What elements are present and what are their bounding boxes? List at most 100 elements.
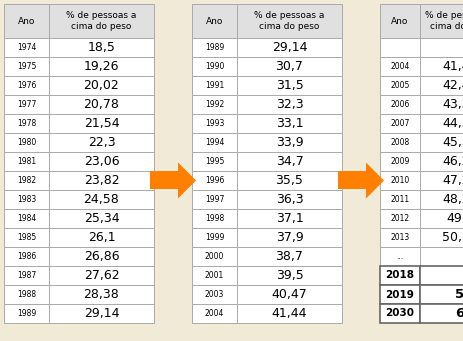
Text: 31,5: 31,5: [275, 79, 303, 92]
Text: 42,41: 42,41: [441, 79, 463, 92]
Bar: [192, 228, 237, 247]
Text: 1994: 1994: [204, 138, 224, 147]
Text: 2012: 2012: [389, 214, 409, 223]
Bar: [237, 247, 341, 266]
Text: 1989: 1989: [17, 309, 36, 318]
Text: 22,3: 22,3: [88, 136, 115, 149]
Text: % de pessoas a
cima do peso: % de pessoas a cima do peso: [254, 11, 324, 31]
Bar: [192, 285, 237, 304]
Bar: [337, 172, 365, 190]
Text: 27,62: 27,62: [83, 269, 119, 282]
Bar: [49, 57, 154, 76]
Bar: [419, 209, 463, 228]
Text: 2011: 2011: [389, 195, 409, 204]
Text: 2000: 2000: [204, 252, 224, 261]
Bar: [49, 152, 154, 171]
Bar: [237, 114, 341, 133]
Text: 36,3: 36,3: [275, 193, 303, 206]
Bar: [419, 228, 463, 247]
Text: 32,3: 32,3: [275, 98, 303, 111]
Bar: [237, 285, 341, 304]
Text: 1986: 1986: [17, 252, 36, 261]
Bar: [4, 209, 49, 228]
Text: 1988: 1988: [17, 290, 36, 299]
Text: 2007: 2007: [389, 119, 409, 128]
Bar: [379, 209, 419, 228]
Bar: [4, 228, 49, 247]
Text: 20,02: 20,02: [83, 79, 119, 92]
Text: 59,87: 59,87: [454, 288, 463, 301]
Text: 2005: 2005: [389, 81, 409, 90]
Bar: [237, 133, 341, 152]
Text: 67,38: 67,38: [454, 307, 463, 320]
Text: 2004: 2004: [204, 309, 224, 318]
Bar: [237, 57, 341, 76]
Text: 23,06: 23,06: [83, 155, 119, 168]
Bar: [4, 304, 49, 323]
Text: 21,54: 21,54: [83, 117, 119, 130]
Bar: [379, 95, 419, 114]
Bar: [150, 172, 178, 190]
Bar: [419, 57, 463, 76]
Text: 1996: 1996: [204, 176, 224, 185]
Text: 1984: 1984: [17, 214, 36, 223]
Bar: [379, 190, 419, 209]
Bar: [379, 4, 419, 38]
Bar: [379, 76, 419, 95]
Bar: [49, 304, 154, 323]
Bar: [419, 304, 463, 323]
Bar: [49, 209, 154, 228]
Bar: [4, 266, 49, 285]
Bar: [4, 114, 49, 133]
Text: 35,5: 35,5: [275, 174, 303, 187]
Bar: [192, 38, 237, 57]
Text: ...: ...: [395, 252, 403, 261]
Bar: [49, 95, 154, 114]
Text: 47,26: 47,26: [441, 174, 463, 187]
Text: 1980: 1980: [17, 138, 36, 147]
Bar: [237, 76, 341, 95]
Bar: [192, 57, 237, 76]
Bar: [237, 190, 341, 209]
Bar: [379, 171, 419, 190]
Text: 1976: 1976: [17, 81, 36, 90]
Bar: [4, 190, 49, 209]
Text: 29,14: 29,14: [83, 307, 119, 320]
Bar: [419, 4, 463, 38]
Text: 1997: 1997: [204, 195, 224, 204]
Text: 1991: 1991: [205, 81, 224, 90]
Text: 23,82: 23,82: [83, 174, 119, 187]
Text: 20,78: 20,78: [83, 98, 119, 111]
Bar: [4, 95, 49, 114]
Text: Ano: Ano: [206, 16, 223, 26]
Text: 1987: 1987: [17, 271, 36, 280]
Text: 30,7: 30,7: [275, 60, 303, 73]
Bar: [4, 171, 49, 190]
Text: 48,23: 48,23: [441, 193, 463, 206]
Text: 34,7: 34,7: [275, 155, 303, 168]
Bar: [237, 171, 341, 190]
Text: 1975: 1975: [17, 62, 36, 71]
Bar: [49, 4, 154, 38]
Text: 2030: 2030: [385, 309, 413, 318]
Text: 2006: 2006: [389, 100, 409, 109]
Text: 37,1: 37,1: [275, 212, 303, 225]
Text: 1990: 1990: [204, 62, 224, 71]
Bar: [192, 171, 237, 190]
Bar: [49, 228, 154, 247]
Bar: [237, 4, 341, 38]
Text: 2009: 2009: [389, 157, 409, 166]
Text: 2019: 2019: [385, 290, 413, 299]
Bar: [49, 133, 154, 152]
Bar: [192, 209, 237, 228]
Text: 2008: 2008: [389, 138, 409, 147]
Text: 33,9: 33,9: [275, 136, 303, 149]
Bar: [192, 4, 237, 38]
Text: 29,14: 29,14: [271, 41, 307, 54]
Text: 41,44: 41,44: [271, 307, 307, 320]
Text: % de pessoas a
cima do peso: % de pessoas a cima do peso: [424, 11, 463, 31]
Bar: [192, 76, 237, 95]
Bar: [192, 304, 237, 323]
Text: 26,86: 26,86: [83, 250, 119, 263]
Text: 1999: 1999: [204, 233, 224, 242]
